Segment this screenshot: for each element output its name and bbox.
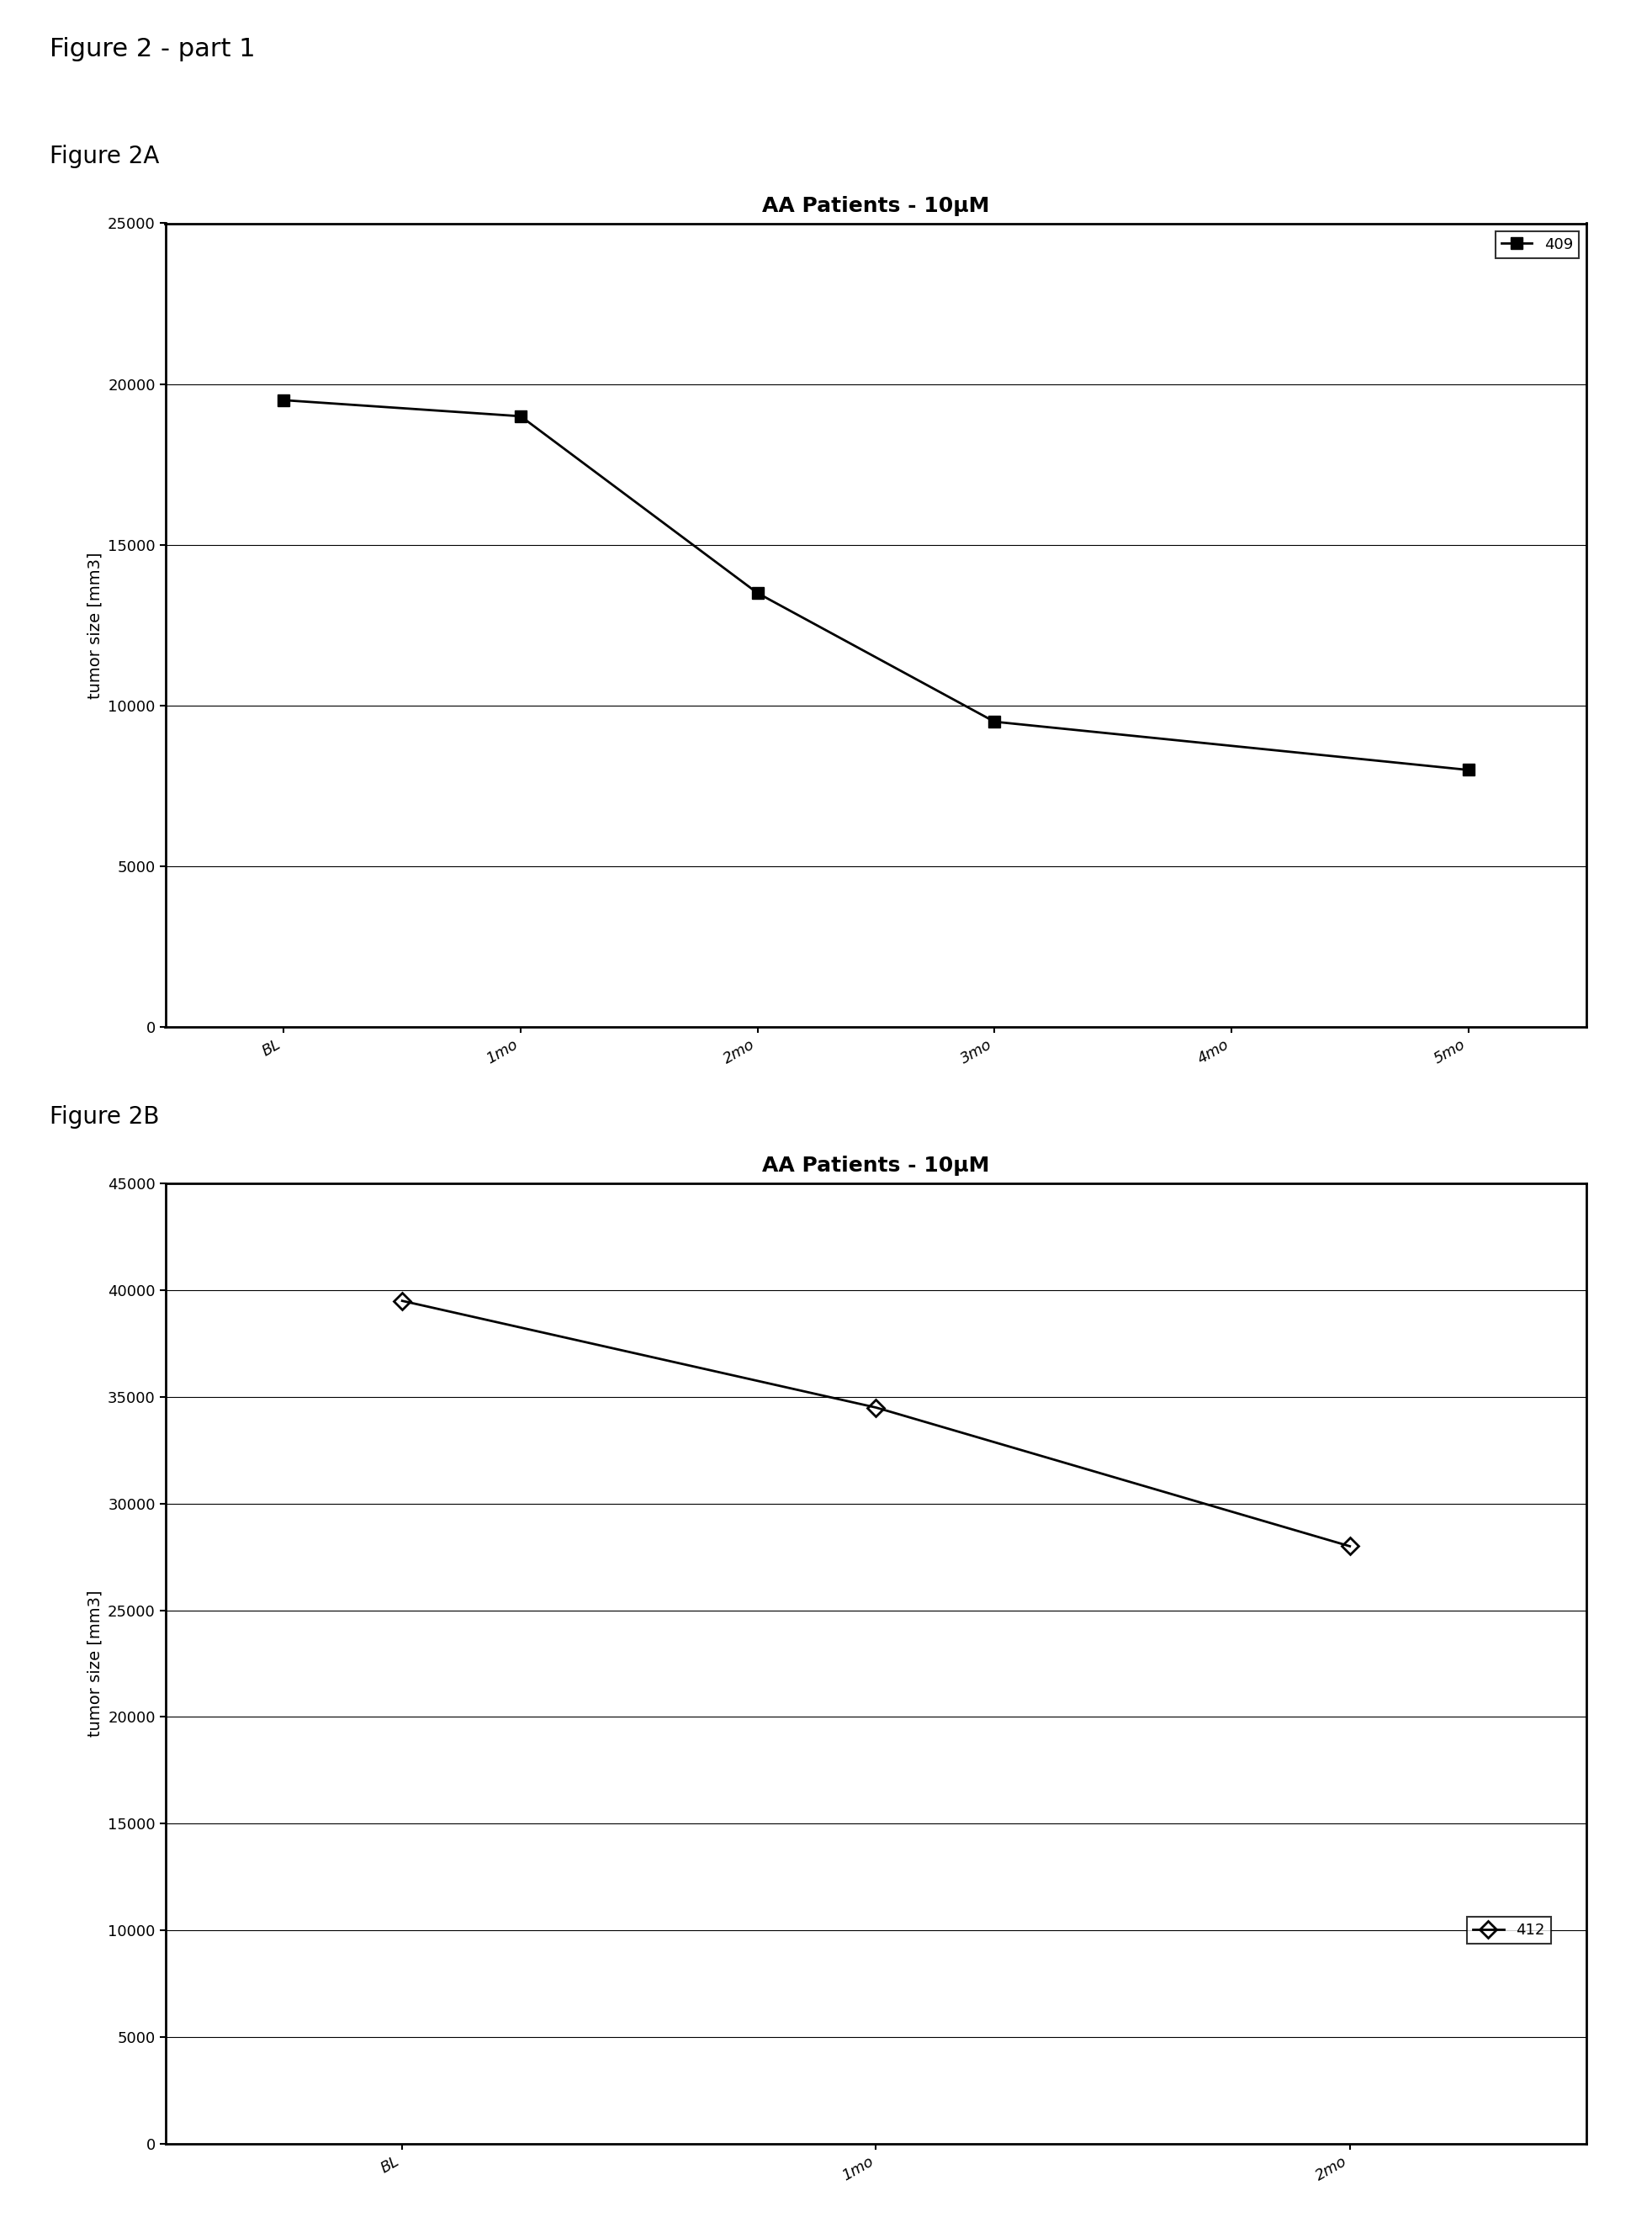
412 — [1340, 1532, 1360, 1559]
Y-axis label: tumor size [mm3]: tumor size [mm3] — [88, 1590, 102, 1737]
Title: AA Patients - 10μM: AA Patients - 10μM — [762, 197, 990, 217]
412 — [392, 1288, 411, 1315]
409 — [985, 708, 1004, 735]
Text: Figure 2 - part 1: Figure 2 - part 1 — [50, 38, 254, 60]
Line: 412: 412 — [396, 1295, 1355, 1552]
412 — [866, 1393, 885, 1420]
Y-axis label: tumor size [mm3]: tumor size [mm3] — [88, 552, 102, 699]
Legend: 412: 412 — [1467, 1916, 1550, 1945]
Line: 409: 409 — [278, 395, 1474, 775]
Text: Figure 2A: Figure 2A — [50, 145, 159, 167]
Text: Figure 2B: Figure 2B — [50, 1105, 159, 1128]
Legend: 409: 409 — [1495, 230, 1578, 259]
409 — [1457, 757, 1477, 784]
409 — [274, 386, 294, 413]
409 — [510, 402, 530, 429]
409 — [747, 581, 767, 607]
Title: AA Patients - 10μM: AA Patients - 10μM — [762, 1157, 990, 1177]
